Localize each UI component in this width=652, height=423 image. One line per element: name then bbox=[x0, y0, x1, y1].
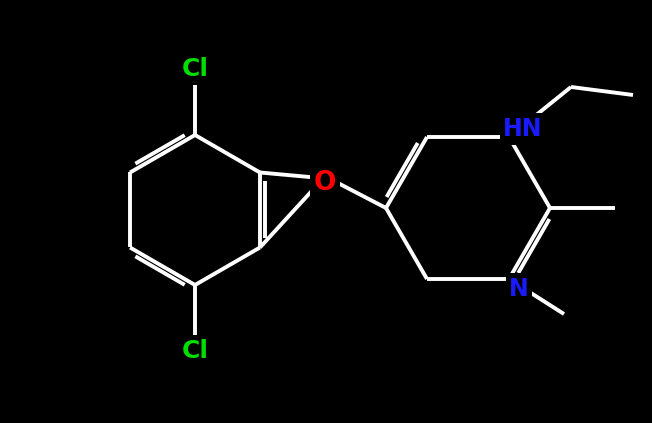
Text: O: O bbox=[314, 170, 336, 195]
Text: N: N bbox=[509, 277, 529, 301]
Text: Cl: Cl bbox=[181, 339, 209, 363]
Text: Cl: Cl bbox=[181, 57, 209, 81]
Text: HN: HN bbox=[503, 117, 542, 141]
